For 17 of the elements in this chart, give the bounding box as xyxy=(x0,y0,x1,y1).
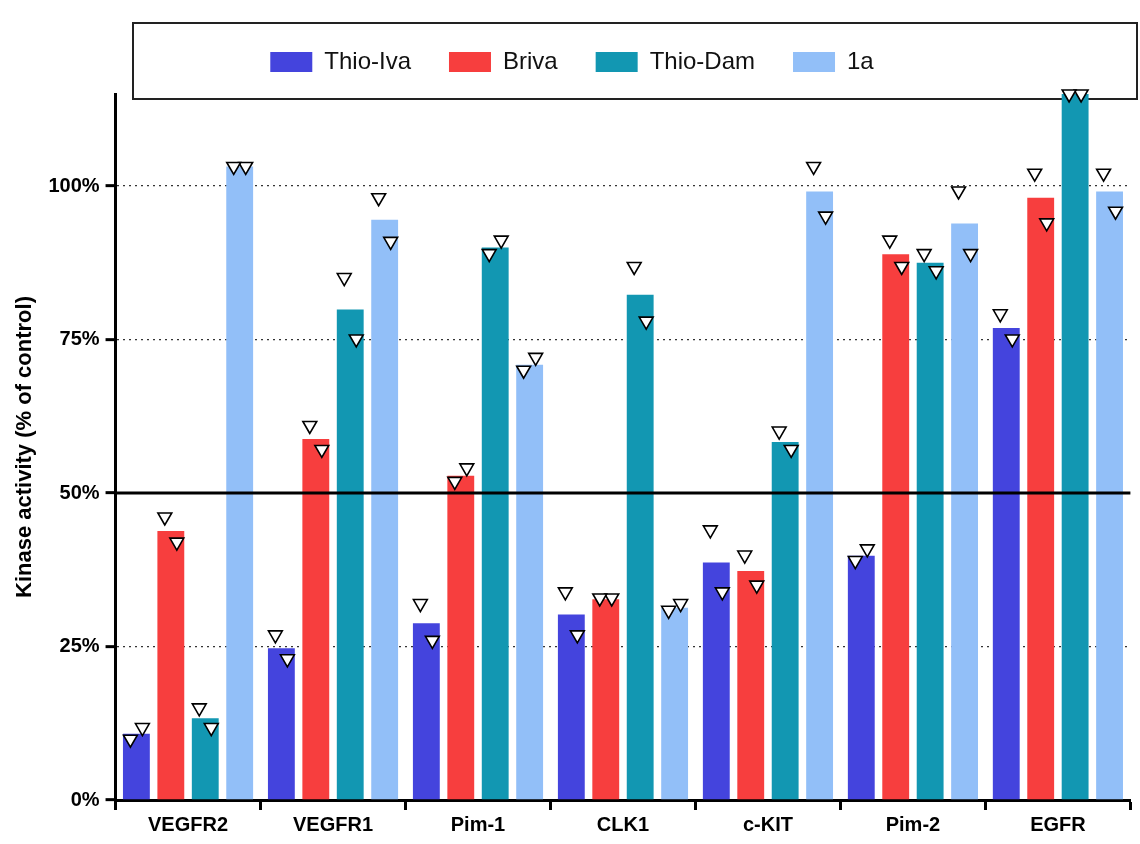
x-tick-label: Pim-1 xyxy=(450,812,506,835)
legend-label: Thio-Dam xyxy=(649,46,756,74)
y-tick-label: 0% xyxy=(70,787,100,810)
y-tick-label: 75% xyxy=(59,327,100,350)
x-tick-label: Pim-2 xyxy=(885,812,941,835)
x-tick-label: CLK1 xyxy=(596,812,650,835)
y-axis-title: Kinase activity (% of control) xyxy=(11,296,37,598)
legend-label: 1a xyxy=(847,46,875,74)
legend-label: Thio-Iva xyxy=(324,46,412,74)
x-tick-label: VEGFR1 xyxy=(293,812,374,835)
y-tick-label: 100% xyxy=(48,173,100,196)
y-tick-label: 50% xyxy=(59,480,100,503)
x-tick-label: VEGFR2 xyxy=(148,812,229,835)
legend-label: Briva xyxy=(502,46,559,74)
x-tick-label: c-KIT xyxy=(742,812,793,835)
y-tick-label: 25% xyxy=(59,634,100,657)
x-tick-label: EGFR xyxy=(1030,812,1087,835)
